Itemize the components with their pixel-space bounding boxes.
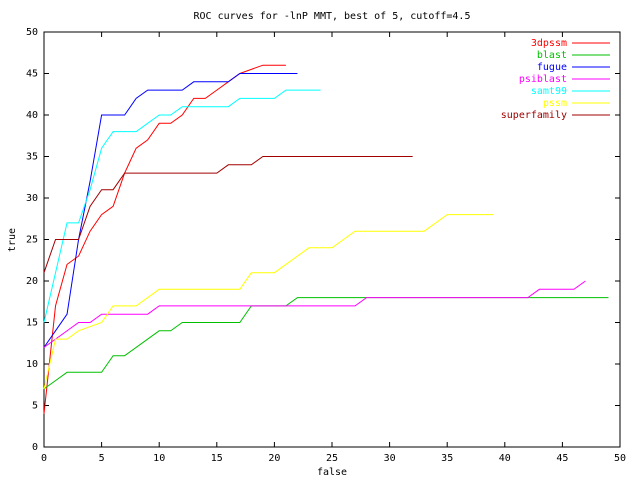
x-tick-label: 35 bbox=[441, 453, 453, 464]
legend-label: pssm bbox=[543, 98, 567, 109]
legend-label: 3dpssm bbox=[531, 38, 567, 49]
series-line bbox=[43, 156, 413, 273]
x-tick-label: 0 bbox=[41, 453, 47, 464]
x-tick-label: 30 bbox=[384, 453, 396, 464]
y-tick-label: 0 bbox=[32, 442, 38, 453]
y-tick-label: 5 bbox=[32, 401, 38, 412]
x-tick-label: 25 bbox=[326, 453, 338, 464]
x-tick-label: 10 bbox=[153, 453, 165, 464]
x-tick-label: 45 bbox=[556, 453, 568, 464]
legend-label: superfamily bbox=[501, 110, 567, 121]
y-tick-label: 35 bbox=[26, 152, 38, 163]
series-line bbox=[43, 280, 586, 348]
x-tick-label: 40 bbox=[499, 453, 511, 464]
series-line bbox=[43, 297, 609, 390]
legend-label: psiblast bbox=[519, 74, 567, 85]
x-tick-label: 5 bbox=[99, 453, 105, 464]
y-axis-label: true bbox=[7, 228, 18, 252]
y-tick-label: 45 bbox=[26, 69, 38, 80]
legend-label: samt99 bbox=[531, 86, 567, 97]
x-tick-label: 20 bbox=[268, 453, 280, 464]
series-line bbox=[43, 214, 494, 390]
legend-label: fugue bbox=[537, 62, 567, 73]
y-tick-label: 50 bbox=[26, 27, 38, 38]
y-tick-label: 10 bbox=[26, 359, 38, 370]
y-tick-label: 25 bbox=[26, 235, 38, 246]
x-tick-label: 15 bbox=[211, 453, 223, 464]
x-tick-label: 50 bbox=[614, 453, 626, 464]
legend-label: blast bbox=[537, 50, 567, 61]
chart-title: ROC curves for -lnP MMT, best of 5, cuto… bbox=[194, 11, 471, 22]
series-line bbox=[43, 64, 286, 414]
y-tick-label: 30 bbox=[26, 193, 38, 204]
y-tick-label: 20 bbox=[26, 276, 38, 287]
y-tick-label: 40 bbox=[26, 110, 38, 121]
series-line bbox=[43, 89, 321, 323]
series-line bbox=[43, 73, 298, 348]
x-axis-label: false bbox=[317, 467, 347, 478]
y-tick-label: 15 bbox=[26, 318, 38, 329]
